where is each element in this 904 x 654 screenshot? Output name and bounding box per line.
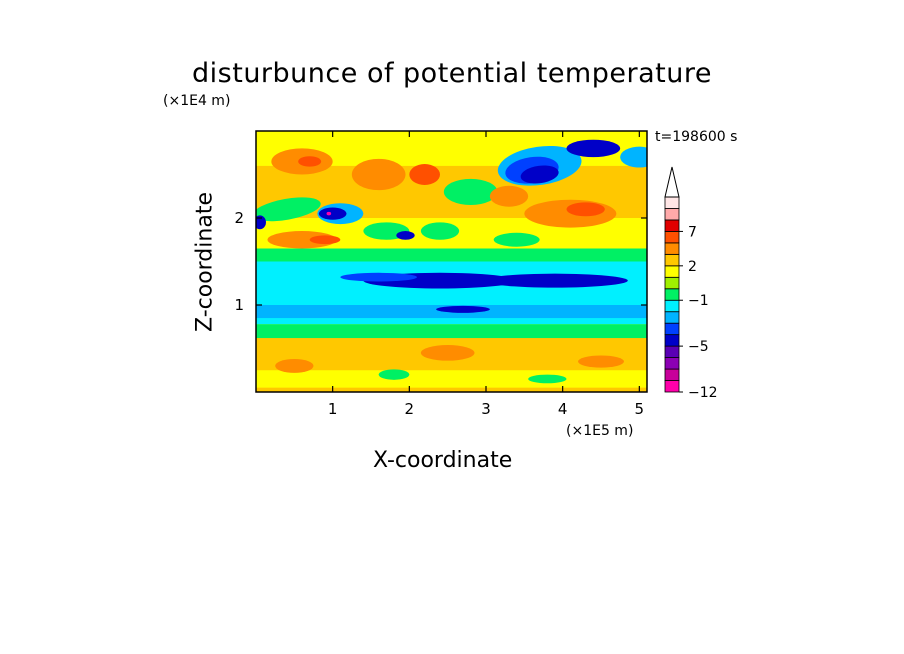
colorbar-cell bbox=[664, 219, 680, 232]
field-patch bbox=[318, 207, 347, 220]
field-patch bbox=[566, 139, 621, 158]
colorbar-label: 2 bbox=[688, 259, 697, 275]
colorbar-cell bbox=[664, 265, 680, 278]
colorbar-label: 7 bbox=[688, 224, 697, 240]
field-patch bbox=[489, 185, 529, 207]
field-patch bbox=[267, 231, 337, 249]
y-tick-label: 1 bbox=[234, 296, 244, 314]
field-patch bbox=[443, 178, 498, 205]
colorbar-cell bbox=[664, 242, 680, 255]
x-axis: 1 2 3 4 5 bbox=[328, 131, 644, 418]
colorbar-cell bbox=[664, 334, 680, 347]
colorbar-cell bbox=[664, 380, 680, 393]
field-patch bbox=[528, 374, 567, 384]
x-tick-label: 3 bbox=[481, 400, 491, 418]
field-patch bbox=[298, 156, 322, 167]
field-patch bbox=[340, 272, 417, 282]
field-patch bbox=[326, 211, 332, 216]
colorbar-label: −5 bbox=[688, 339, 709, 355]
colorbar-cell bbox=[664, 276, 680, 290]
colorbar: 7 2 −1 −5 −12 bbox=[664, 166, 718, 401]
field-patch bbox=[256, 215, 266, 230]
x-tick-label: 2 bbox=[405, 400, 415, 418]
time-label: t=198600 s bbox=[655, 129, 738, 145]
colorbar-label: −12 bbox=[688, 385, 718, 401]
colorbar-cell bbox=[664, 208, 680, 221]
colorbar-cell bbox=[664, 322, 680, 336]
colorbar-cell bbox=[664, 311, 680, 324]
colorbar-cell bbox=[664, 288, 680, 301]
plot-frame bbox=[255, 130, 648, 393]
field-patch bbox=[578, 355, 624, 368]
colorbar-cell bbox=[664, 357, 680, 370]
colorbar-cell bbox=[664, 231, 680, 244]
colorbar-extension bbox=[664, 166, 680, 198]
field-patch bbox=[396, 231, 415, 240]
field-patch bbox=[520, 165, 559, 184]
colorbar-cell bbox=[664, 299, 680, 313]
colorbar-cell bbox=[664, 368, 680, 381]
field-patch bbox=[436, 305, 490, 313]
field-patch bbox=[351, 158, 406, 191]
temperature-field bbox=[256, 131, 647, 392]
colorbar-label: −1 bbox=[688, 293, 709, 309]
field-band bbox=[256, 324, 647, 339]
field-patch bbox=[620, 146, 647, 168]
x-tick-label: 4 bbox=[558, 400, 568, 418]
field-patch bbox=[566, 202, 605, 217]
y-axis-label: Z-coordinate bbox=[192, 192, 218, 332]
y-tick-label: 2 bbox=[234, 209, 244, 227]
x-tick-label: 5 bbox=[635, 400, 645, 418]
field-patch bbox=[409, 164, 440, 185]
field-band bbox=[256, 370, 647, 388]
chart-title: disturbunce of potential temperature bbox=[192, 58, 712, 89]
x-axis-unit: (×1E5 m) bbox=[566, 423, 634, 439]
field-patch bbox=[275, 358, 314, 373]
field-patch bbox=[493, 232, 540, 247]
field-band bbox=[256, 248, 647, 262]
colorbar-cell bbox=[664, 345, 680, 358]
field-patch bbox=[420, 345, 475, 361]
colorbar-cell bbox=[664, 196, 680, 209]
colorbar-cell bbox=[664, 253, 680, 267]
x-tick-label: 1 bbox=[328, 400, 338, 418]
field-patch bbox=[309, 235, 341, 245]
y-axis: 12 bbox=[234, 209, 647, 314]
field-patch bbox=[378, 369, 410, 380]
field-patch bbox=[524, 199, 617, 228]
field-patch bbox=[482, 273, 628, 288]
field-patch bbox=[420, 222, 460, 240]
x-axis-label: X-coordinate bbox=[373, 448, 513, 473]
field-patch bbox=[256, 197, 321, 222]
y-axis-unit: (×1E4 m) bbox=[163, 93, 231, 109]
